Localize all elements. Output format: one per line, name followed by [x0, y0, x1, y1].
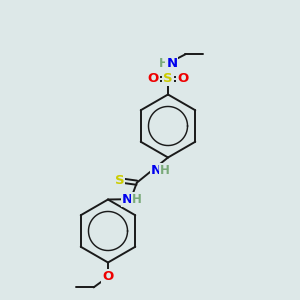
Text: H: H: [132, 193, 142, 206]
Text: O: O: [147, 72, 159, 86]
Text: N: N: [151, 164, 162, 177]
Text: O: O: [102, 270, 114, 284]
Text: H: H: [160, 164, 170, 177]
Text: S: S: [115, 174, 124, 187]
Text: N: N: [122, 193, 134, 206]
Text: O: O: [177, 72, 189, 86]
Text: S: S: [163, 72, 173, 86]
Text: H: H: [159, 57, 169, 70]
Text: N: N: [166, 57, 178, 70]
